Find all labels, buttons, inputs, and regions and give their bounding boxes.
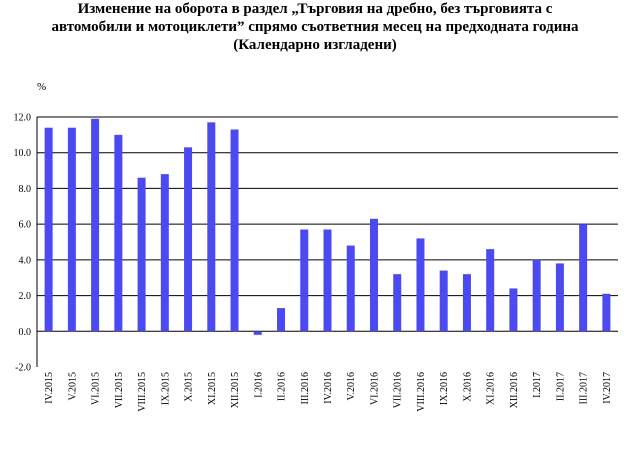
x-tick-label: XI.2016 [486,372,497,405]
bar [579,224,588,332]
bar [44,127,53,332]
bar [509,288,518,332]
bar [184,147,193,332]
bar [439,270,448,332]
x-tick-label: XII.2015 [230,372,241,408]
bars [44,118,611,335]
y-tick-label: 4.0 [19,255,32,266]
chart-title: Изменение на оборота в раздел „Търговия … [0,0,630,54]
bar [346,245,355,332]
bar [532,259,541,332]
y-axis-tick-labels: -2.0 0.0 2.0 4.0 6.0 8.0 10.0 12.0 [14,113,32,374]
x-tick-label: XI.2015 [207,372,218,405]
y-tick-label: 10.0 [14,148,32,159]
x-tick-label: IX.2015 [160,372,171,405]
y-tick-label: 8.0 [19,184,32,195]
x-tick-label: IV.2017 [602,372,613,404]
x-tick-label: III.2016 [300,372,311,405]
x-tick-label: XII.2016 [509,372,520,408]
y-tick-label: 2.0 [19,291,32,302]
bar [207,122,216,332]
x-tick-label: VI.2016 [369,372,380,405]
chart-title-line-2: автомобили и мотоциклети” спрямо съответ… [51,19,579,35]
x-tick-label: VI.2015 [91,372,102,405]
x-tick-label: I.2016 [253,372,264,398]
x-axis-tick-labels: IV.2015 V.2015 VI.2015 VII.2015 VIII.2015 IX.… [44,372,613,412]
bar [416,238,425,332]
x-tick-label: V.2016 [346,372,357,400]
chart-title-line-1: Изменение на оборота в раздел „Търговия … [77,1,553,17]
y-axis-unit: % [37,81,46,93]
bar [277,308,286,332]
bar [137,177,146,332]
chart-title-line-3: (Календарно изгладени) [233,37,397,53]
x-tick-label: IX.2016 [439,372,450,405]
x-tick-label: III.2017 [579,372,590,405]
y-tick-label: 0.0 [19,327,32,338]
x-tick-label: VIII.2016 [416,372,427,412]
bar [160,174,169,332]
x-tick-label: IV.2016 [323,372,334,404]
bar [462,274,471,332]
bar [323,229,332,332]
x-tick-label: I.2017 [532,372,543,398]
x-tick-label: X.2015 [184,372,195,402]
bar [486,249,495,332]
bar [91,118,100,332]
x-tick-label: IV.2015 [44,372,55,404]
y-tick-label: 12.0 [14,113,32,124]
bar [393,274,402,332]
bar [602,293,611,332]
x-tick-label: VII.2016 [393,372,404,408]
x-tick-label: VIII.2015 [137,372,148,412]
x-tick-label: X.2016 [462,372,473,402]
bar [230,129,239,332]
bar [300,229,309,332]
bar [67,127,76,332]
x-tick-label: II.2016 [277,372,288,401]
y-tick-label: 6.0 [19,220,32,231]
y-tick-label: -2.0 [15,363,31,374]
bar [369,218,378,332]
bar [555,263,564,332]
x-tick-label: VII.2015 [114,372,125,408]
bar [253,331,262,335]
x-tick-label: V.2015 [67,372,78,400]
bar [114,134,123,332]
x-tick-label: II.2017 [555,372,566,401]
